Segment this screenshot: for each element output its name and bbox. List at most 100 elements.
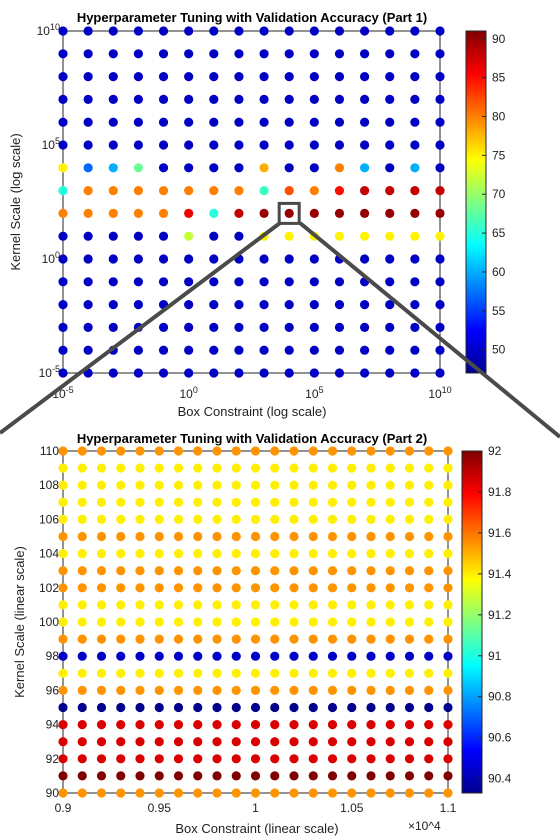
- scatter-point: [250, 754, 261, 764]
- scatter-point: [133, 254, 143, 264]
- scatter-point: [385, 634, 395, 644]
- scatter-point: [289, 668, 299, 678]
- scatter-point: [58, 254, 68, 264]
- scatter-point: [443, 531, 453, 542]
- scatter-point: [77, 720, 87, 730]
- scatter-point: [327, 651, 338, 661]
- scatter-point: [108, 49, 118, 59]
- scatter-point: [404, 651, 415, 661]
- scatter-point: [366, 720, 376, 730]
- scatter-point: [327, 514, 338, 525]
- scatter-point: [308, 463, 318, 473]
- scatter-point: [96, 514, 107, 525]
- scatter-point: [270, 754, 280, 764]
- scatter-point: [154, 514, 164, 525]
- scatter-point: [158, 368, 169, 378]
- scatter-point: [173, 754, 184, 764]
- scatter-point: [250, 788, 261, 798]
- scatter-point: [83, 254, 93, 264]
- scatter-point: [158, 140, 169, 150]
- zoom-line-right: [298, 221, 560, 439]
- scatter-point: [231, 531, 241, 542]
- scatter-point: [234, 140, 244, 150]
- scatter-point: [212, 463, 222, 473]
- scatter-point: [308, 566, 318, 576]
- x-tick-label: 105: [305, 385, 323, 401]
- scatter-point: [173, 651, 184, 661]
- scatter-point: [96, 788, 107, 798]
- scatter-point: [259, 72, 269, 82]
- scatter-point: [435, 368, 445, 378]
- scatter-point: [366, 549, 376, 559]
- scatter-point: [410, 208, 420, 218]
- scatter-point: [133, 26, 143, 36]
- scatter-point: [334, 368, 345, 378]
- scatter-point: [77, 651, 87, 661]
- scatter-point: [212, 651, 222, 661]
- scatter-point: [116, 737, 126, 747]
- scatter-point: [289, 788, 299, 798]
- scatter-point: [327, 617, 338, 627]
- scatter-point: [83, 322, 93, 332]
- scatter-point: [435, 254, 445, 264]
- scatter-point: [385, 186, 395, 196]
- scatter-point: [234, 208, 244, 218]
- scatter-point: [270, 720, 280, 730]
- scatter-point: [270, 497, 280, 507]
- scatter-point: [435, 72, 445, 82]
- scatter-point: [77, 549, 87, 559]
- scatter-point: [360, 26, 370, 36]
- scatter-point: [231, 685, 241, 696]
- scatter-point: [309, 345, 319, 355]
- scatter-point: [334, 208, 345, 218]
- scatter-point: [212, 720, 222, 730]
- scatter-point: [83, 49, 93, 59]
- scatter-point: [327, 685, 338, 696]
- scatter-point: [212, 617, 222, 627]
- scatter-point: [366, 497, 376, 507]
- scatter-point: [404, 531, 415, 542]
- scatter-point: [231, 566, 241, 576]
- scatter-point: [385, 600, 395, 610]
- scatter-point: [308, 480, 318, 490]
- scatter-point: [96, 737, 107, 747]
- scatter-point: [259, 322, 269, 332]
- scatter-point: [385, 651, 395, 661]
- scatter-point: [184, 72, 194, 82]
- scatter-point: [435, 163, 445, 173]
- scatter-point: [334, 72, 345, 82]
- scatter-point: [58, 668, 68, 678]
- scatter-point: [404, 549, 415, 559]
- scatter-point: [385, 737, 395, 747]
- scatter-point: [385, 702, 395, 713]
- scatter-point: [212, 480, 222, 490]
- scatter-point: [154, 497, 164, 507]
- scatter-point: [58, 368, 68, 378]
- scatter-point: [135, 617, 145, 627]
- scatter-point: [360, 300, 370, 310]
- scatter-point: [284, 140, 294, 150]
- scatter-point: [83, 72, 93, 82]
- scatter-point: [424, 771, 434, 781]
- scatter-point: [366, 685, 376, 696]
- scatter-point: [96, 617, 107, 627]
- scatter-point: [424, 463, 434, 473]
- scatter-point: [193, 702, 203, 713]
- scatter-point: [360, 72, 370, 82]
- scatter-point: [410, 186, 420, 196]
- scatter-point: [116, 497, 126, 507]
- chart-1-colorbar-ticks: 50 55 60 65 70 75 80 85 90: [482, 32, 506, 357]
- scatter-point: [154, 583, 164, 593]
- scatter-point: [250, 480, 261, 490]
- scatter-point: [173, 446, 184, 456]
- scatter-point: [366, 463, 376, 473]
- scatter-point: [108, 72, 118, 82]
- scatter-point: [173, 617, 184, 627]
- scatter-point: [212, 668, 222, 678]
- scatter-point: [234, 322, 244, 332]
- scatter-point: [360, 140, 370, 150]
- scatter-point: [334, 186, 345, 196]
- colorbar-tick-label: 80: [492, 110, 506, 124]
- scatter-point: [424, 514, 434, 525]
